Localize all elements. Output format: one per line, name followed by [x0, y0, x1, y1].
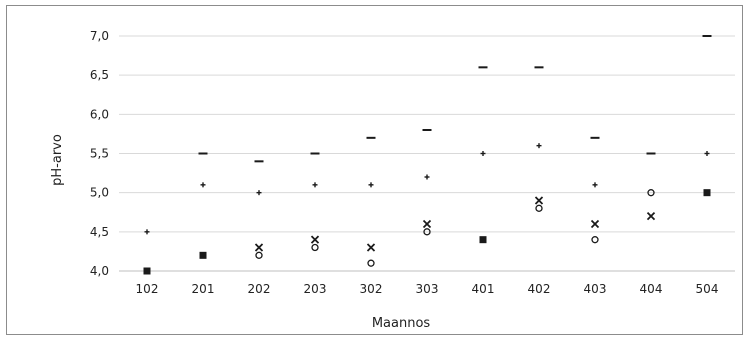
data-point-cross-203 — [310, 235, 320, 244]
x-tick-label: 202 — [248, 282, 271, 296]
x-tick-label: 302 — [360, 282, 383, 296]
data-point-square-102 — [143, 267, 151, 275]
data-point-plus-202 — [256, 190, 262, 196]
data-point-dash-402 — [534, 66, 544, 69]
x-axis-label: Maannos — [372, 316, 431, 331]
data-point-circle-203 — [311, 243, 319, 252]
data-point-circle-403 — [591, 236, 599, 244]
data-point-circle-404 — [647, 189, 655, 197]
data-point-cross-202 — [254, 243, 264, 252]
data-point-plus-302 — [368, 182, 374, 188]
chart-frame: 4,0 4,5 5,0 5,5 6,0 6,5 7,0 102 201 202 203 302 303… — [6, 5, 743, 335]
data-point-square-504 — [703, 189, 711, 197]
data-point-plus-303 — [424, 174, 430, 180]
y-tick-label: 7,0 — [90, 29, 109, 43]
y-tick-label: 4,0 — [90, 264, 109, 278]
x-tick-label: 102 — [136, 282, 159, 296]
data-point-dash-303 — [422, 129, 432, 131]
x-tick-label: 404 — [640, 282, 663, 296]
data-point-dash-203 — [310, 152, 320, 155]
x-tick-labels: 102 201 202 203 302 303 401 402 403 404 504 — [136, 282, 719, 296]
y-tick-label: 6,0 — [90, 107, 109, 121]
ph-scatter-chart: 4,0 4,5 5,0 5,5 6,0 6,5 7,0 102 201 202 203 302 303… — [50, 29, 735, 331]
data-point-cross-403 — [590, 219, 600, 229]
y-tick-label: 5,0 — [90, 186, 109, 200]
data-point-dash-403 — [590, 136, 600, 139]
data-point-plus-401 — [480, 151, 486, 156]
x-tick-label: 203 — [304, 282, 327, 296]
x-tick-label: 401 — [472, 282, 495, 296]
x-tick-label: 201 — [192, 282, 215, 296]
y-tick-label: 4,5 — [90, 225, 109, 239]
data-points — [143, 35, 712, 275]
data-point-cross-404 — [646, 212, 656, 221]
y-tick-labels: 4,0 4,5 5,0 5,5 6,0 6,5 7,0 — [90, 29, 109, 278]
x-tick-label: 402 — [528, 282, 551, 296]
data-point-plus-402 — [536, 143, 542, 149]
data-point-dash-302 — [366, 136, 376, 139]
data-point-plus-504 — [704, 151, 710, 156]
data-point-circle-303 — [423, 228, 431, 236]
data-point-cross-302 — [366, 243, 376, 252]
y-tick-label: 5,5 — [90, 147, 109, 161]
data-point-plus-203 — [312, 182, 318, 188]
x-tick-label: 403 — [584, 282, 607, 296]
data-point-plus-403 — [592, 182, 598, 188]
data-point-dash-401 — [478, 66, 488, 69]
data-point-square-401 — [479, 236, 487, 244]
x-tick-label: 504 — [696, 282, 719, 296]
x-tick-label: 303 — [416, 282, 439, 296]
data-point-dash-202 — [254, 160, 264, 163]
data-point-circle-402 — [535, 204, 543, 212]
data-point-dash-504 — [702, 35, 712, 37]
data-point-plus-201 — [200, 182, 206, 188]
data-point-dash-201 — [198, 152, 208, 155]
data-point-dash-404 — [646, 152, 656, 155]
y-tick-label: 6,5 — [90, 68, 109, 82]
data-point-cross-303 — [422, 219, 432, 229]
data-point-cross-402 — [534, 196, 544, 205]
data-point-plus-102 — [144, 229, 150, 235]
gridlines — [119, 35, 735, 272]
data-point-square-201 — [199, 251, 207, 259]
y-axis-label: pH-arvo — [50, 134, 65, 186]
data-point-circle-202 — [255, 251, 263, 259]
data-point-circle-302 — [367, 259, 375, 267]
